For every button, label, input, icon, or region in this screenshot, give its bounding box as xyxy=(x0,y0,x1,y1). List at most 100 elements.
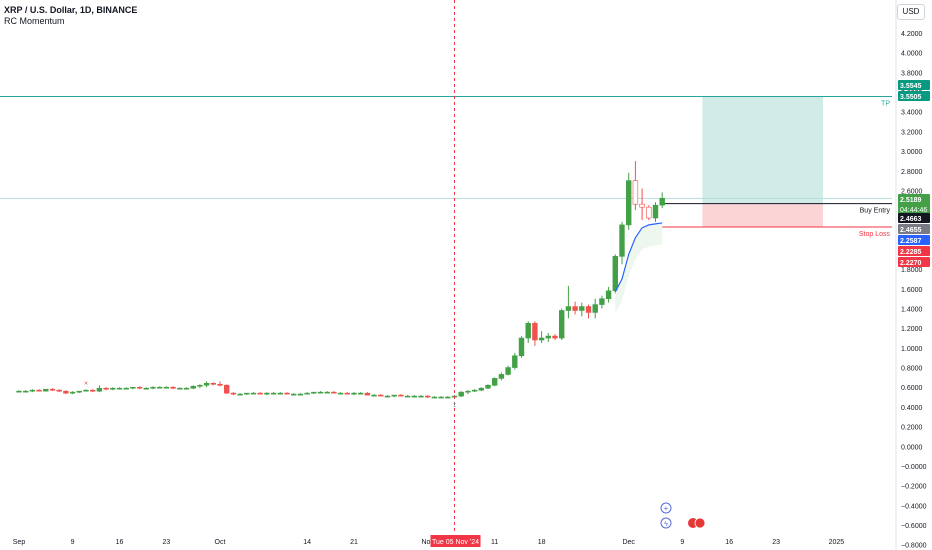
candle-body[interactable] xyxy=(599,298,605,305)
candle-body[interactable] xyxy=(471,389,478,392)
profit-zone[interactable] xyxy=(702,96,823,204)
flag-event-icon-2[interactable] xyxy=(694,517,706,529)
candle-body[interactable] xyxy=(652,204,659,219)
indicator-label[interactable]: RC Momentum xyxy=(4,16,65,26)
lightning-event-icon[interactable] xyxy=(660,517,672,529)
candle-body[interactable] xyxy=(183,387,190,390)
candle-body[interactable] xyxy=(22,390,29,393)
candle-body[interactable] xyxy=(384,395,391,398)
candle-body[interactable] xyxy=(424,395,431,398)
candle-body[interactable] xyxy=(512,355,518,368)
candle-body[interactable] xyxy=(123,387,129,390)
candle-body[interactable] xyxy=(264,392,270,395)
candle-body[interactable] xyxy=(438,396,444,399)
candle-body[interactable] xyxy=(659,198,665,206)
candle-body[interactable] xyxy=(478,387,484,391)
candle-body[interactable] xyxy=(130,386,136,389)
candle-body[interactable] xyxy=(69,391,76,394)
candle-body[interactable] xyxy=(371,394,377,397)
candle-body[interactable] xyxy=(237,393,243,396)
candle-body[interactable] xyxy=(177,387,183,390)
candle-body[interactable] xyxy=(163,386,170,389)
candle-body[interactable] xyxy=(36,389,42,392)
candle-body[interactable] xyxy=(297,393,304,396)
candle-body[interactable] xyxy=(391,394,397,397)
candle-body[interactable] xyxy=(284,392,290,395)
candle-body[interactable] xyxy=(324,391,330,394)
candle-body[interactable] xyxy=(63,390,69,394)
momentum-line[interactable] xyxy=(614,222,663,293)
candle-body[interactable] xyxy=(538,337,545,341)
candle-body[interactable] xyxy=(445,396,451,399)
candle-body[interactable] xyxy=(250,392,257,395)
candle-body[interactable] xyxy=(96,387,103,392)
candle-body[interactable] xyxy=(592,304,598,313)
candle-body[interactable] xyxy=(404,395,411,398)
candle-body[interactable] xyxy=(43,388,49,392)
candle-body[interactable] xyxy=(625,180,632,226)
candle-body[interactable] xyxy=(465,390,471,393)
candle-body[interactable] xyxy=(16,390,22,393)
currency-button[interactable]: USD xyxy=(897,4,925,20)
candle-body[interactable] xyxy=(619,224,625,257)
candle-body[interactable] xyxy=(190,385,196,389)
candle-body[interactable] xyxy=(76,390,83,393)
candle-body[interactable] xyxy=(632,180,639,205)
candle-body[interactable] xyxy=(418,395,424,398)
candle-body[interactable] xyxy=(411,395,417,398)
candle-body[interactable] xyxy=(277,392,283,395)
candle-body[interactable] xyxy=(612,256,619,292)
candle-body[interactable] xyxy=(244,392,250,395)
candle-body[interactable] xyxy=(83,389,89,392)
candle-body[interactable] xyxy=(143,387,149,390)
candle-body[interactable] xyxy=(203,383,210,386)
candle-body[interactable] xyxy=(150,386,156,389)
loss-zone[interactable] xyxy=(702,203,823,227)
candle-body[interactable] xyxy=(646,206,652,219)
candle-body[interactable] xyxy=(572,306,578,311)
candle-body[interactable] xyxy=(378,394,384,397)
candle-body[interactable] xyxy=(224,384,230,394)
candle-body[interactable] xyxy=(90,389,96,392)
candle-body[interactable] xyxy=(116,387,123,390)
candle-body[interactable] xyxy=(605,290,612,299)
candle-body[interactable] xyxy=(344,392,350,395)
candle-body[interactable] xyxy=(552,335,558,339)
candle-body[interactable] xyxy=(210,383,216,385)
candle-body[interactable] xyxy=(565,306,572,311)
candle-body[interactable] xyxy=(197,384,203,387)
candle-body[interactable] xyxy=(170,386,176,389)
candle-body[interactable] xyxy=(558,310,565,339)
candle-body[interactable] xyxy=(230,392,237,395)
candle-body[interactable] xyxy=(337,392,344,395)
candle-body[interactable] xyxy=(257,392,263,395)
candle-body[interactable] xyxy=(364,392,371,396)
candle-body[interactable] xyxy=(398,394,404,397)
candle-body[interactable] xyxy=(56,389,62,392)
candle-body[interactable] xyxy=(103,387,109,390)
candle-body[interactable] xyxy=(217,383,223,386)
candle-body[interactable] xyxy=(639,203,645,208)
candle-body[interactable] xyxy=(458,391,464,397)
candle-body[interactable] xyxy=(49,388,56,391)
candle-body[interactable] xyxy=(485,384,491,389)
candle-body[interactable] xyxy=(518,337,525,357)
candle-body[interactable] xyxy=(136,386,143,389)
candle-body[interactable] xyxy=(157,386,163,389)
candle-body[interactable] xyxy=(545,335,552,339)
candle-body[interactable] xyxy=(331,391,337,394)
plus-event-icon[interactable] xyxy=(660,502,672,514)
candle-body[interactable] xyxy=(351,392,357,395)
candle-body[interactable] xyxy=(317,391,324,394)
candle-body[interactable] xyxy=(357,392,364,395)
candle-body[interactable] xyxy=(498,374,505,379)
candle-body[interactable] xyxy=(431,396,438,399)
candle-body[interactable] xyxy=(304,392,310,395)
candle-body[interactable] xyxy=(29,389,36,392)
candle-body[interactable] xyxy=(290,393,297,396)
candle-body[interactable] xyxy=(491,378,498,386)
candle-body[interactable] xyxy=(525,322,531,339)
candle-body[interactable] xyxy=(579,306,585,311)
candle-body[interactable] xyxy=(110,387,116,390)
